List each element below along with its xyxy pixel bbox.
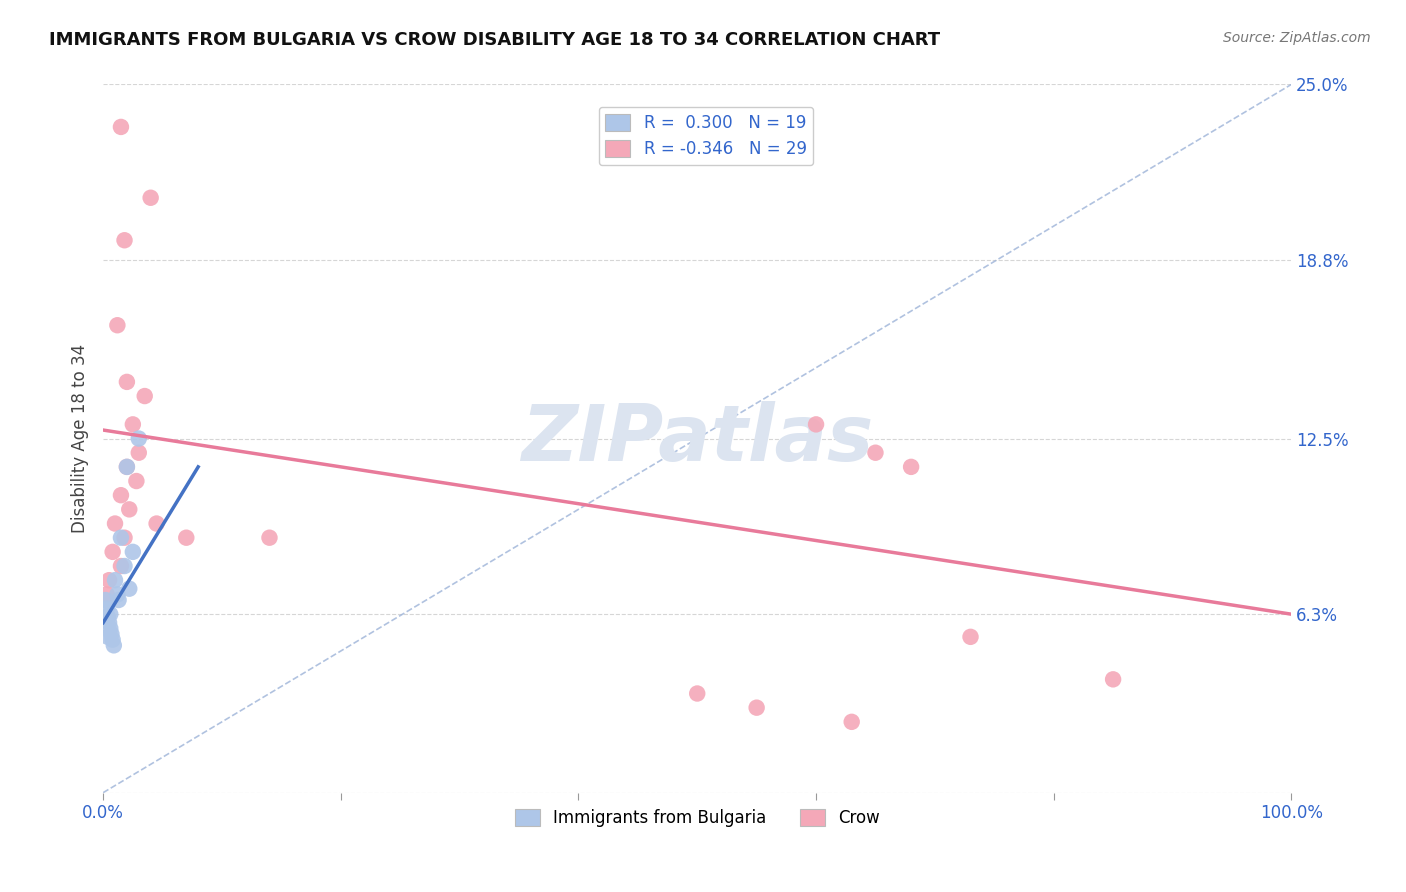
Point [128, 446, 150, 460]
Point [114, 559, 136, 574]
Point [97, 610, 120, 624]
Point [98, 573, 121, 587]
Point [110, 488, 132, 502]
Point [115, 375, 138, 389]
Point [98, 615, 121, 630]
Point [96, 587, 118, 601]
Point [118, 582, 141, 596]
Point [105, 587, 128, 601]
Point [97, 630, 120, 644]
Point [98, 621, 121, 635]
Point [176, 531, 198, 545]
Point [100, 627, 122, 641]
Point [865, 446, 887, 460]
Point [134, 389, 156, 403]
Point [105, 318, 128, 333]
Point [115, 459, 138, 474]
Point [110, 559, 132, 574]
Y-axis label: Disability Age 18 to 34: Disability Age 18 to 34 [72, 344, 89, 533]
Point [128, 432, 150, 446]
Text: Source: ZipAtlas.com: Source: ZipAtlas.com [1223, 31, 1371, 45]
Point [107, 593, 129, 607]
Point [110, 531, 132, 545]
Point [139, 191, 162, 205]
Point [259, 531, 281, 545]
Point [103, 638, 125, 652]
Legend: Immigrants from Bulgaria, Crow: Immigrants from Bulgaria, Crow [508, 803, 886, 834]
Point [745, 700, 768, 714]
Point [115, 459, 138, 474]
Point [110, 120, 132, 134]
Point [1102, 673, 1125, 687]
Point [804, 417, 827, 432]
Point [959, 630, 981, 644]
Point [686, 686, 709, 700]
Point [114, 531, 136, 545]
Point [114, 233, 136, 247]
Point [841, 714, 863, 729]
Point [125, 474, 148, 488]
Text: IMMIGRANTS FROM BULGARIA VS CROW DISABILITY AGE 18 TO 34 CORRELATION CHART: IMMIGRANTS FROM BULGARIA VS CROW DISABIL… [49, 31, 941, 49]
Point [98, 607, 121, 622]
Point [96, 601, 118, 615]
Text: ZIPatlas: ZIPatlas [522, 401, 873, 476]
Point [121, 545, 143, 559]
Point [104, 516, 127, 531]
Point [104, 573, 127, 587]
Point [118, 502, 141, 516]
Point [94, 593, 117, 607]
Point [145, 516, 167, 531]
Point [900, 459, 922, 474]
Point [101, 632, 124, 647]
Point [121, 417, 143, 432]
Point [101, 545, 124, 559]
